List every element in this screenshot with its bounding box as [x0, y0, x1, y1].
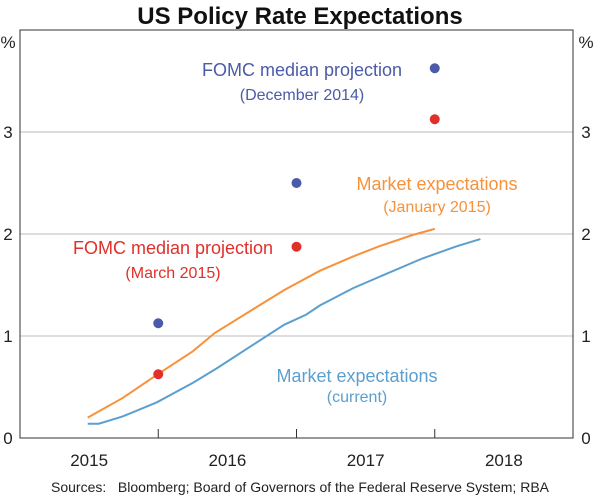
- series-label: Market expectations: [276, 366, 437, 386]
- y-unit-right: %: [578, 33, 593, 52]
- series-label-sub: (January 2015): [383, 199, 491, 216]
- data-point-3: [153, 369, 164, 380]
- series-line-1: [87, 238, 481, 425]
- y-tick-label-right: 0: [581, 429, 590, 448]
- series-label: FOMC median projection: [202, 60, 402, 80]
- y-unit-left: %: [0, 33, 15, 52]
- y-tick-label-right: 2: [581, 225, 590, 244]
- y-tick-label-left: 3: [3, 123, 12, 142]
- source-note: Sources: Bloomberg; Board of Governors o…: [51, 479, 550, 495]
- series-label-sub: (December 2014): [240, 87, 365, 104]
- series-label: FOMC median projection: [73, 238, 273, 258]
- data-point-3: [429, 114, 440, 125]
- y-tick-label-left: 2: [3, 225, 12, 244]
- series-label-sub: (March 2015): [125, 265, 220, 282]
- x-tick-label: 2016: [208, 451, 246, 470]
- series-line-0: [87, 227, 436, 419]
- x-tick-label: 2018: [485, 451, 523, 470]
- y-tick-label-right: 1: [581, 327, 590, 346]
- x-tick-label: 2017: [347, 451, 385, 470]
- data-point-2: [291, 178, 302, 188]
- data-point-3: [291, 241, 302, 252]
- data-point-2: [153, 318, 164, 329]
- chart-title: US Policy Rate Expectations: [137, 3, 462, 30]
- data-point-2: [429, 63, 440, 74]
- y-tick-label-left: 1: [3, 327, 12, 346]
- series-label: Market expectations: [356, 174, 517, 194]
- series-label-sub: (current): [327, 389, 387, 406]
- plot-frame: [19, 29, 574, 439]
- y-tick-label-right: 3: [581, 123, 590, 142]
- y-tick-label-left: 0: [3, 429, 12, 448]
- x-tick-label: 2015: [70, 451, 108, 470]
